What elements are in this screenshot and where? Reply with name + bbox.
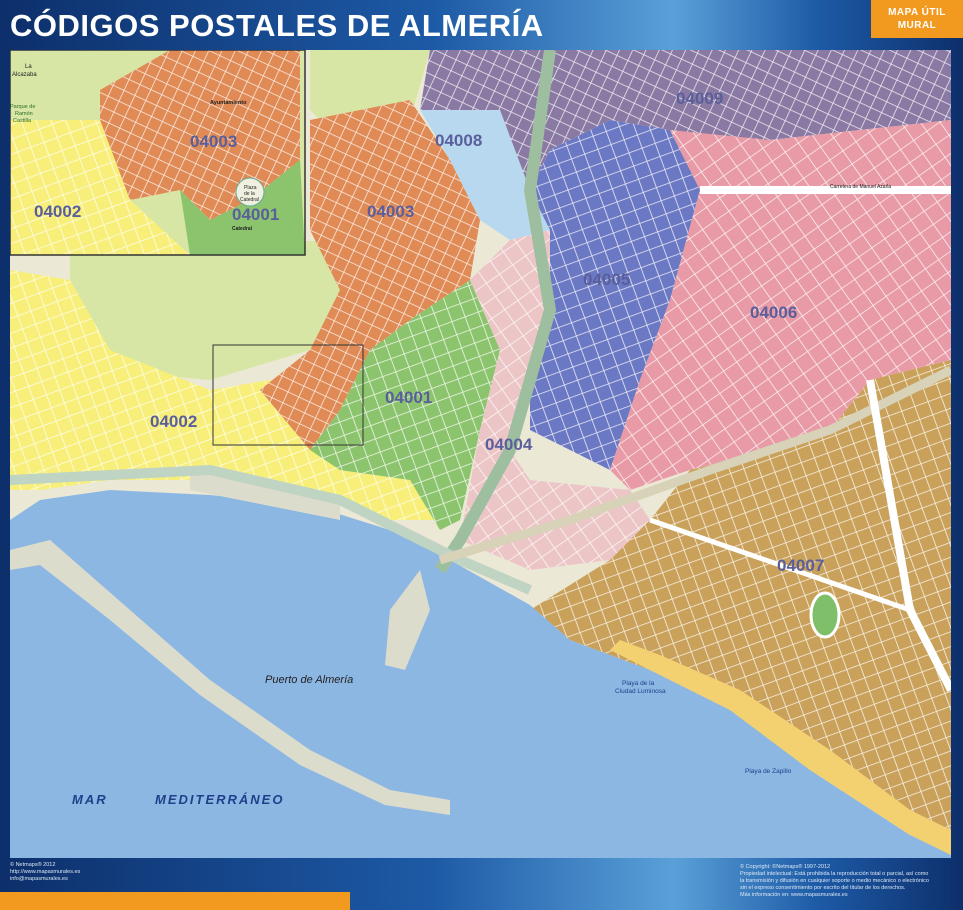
- label-puerto: Puerto de Almería: [265, 674, 353, 686]
- label-plaza-3: Catedral: [240, 197, 259, 203]
- orange-bar: [0, 892, 350, 910]
- inset-label-04003: 04003: [190, 132, 237, 151]
- label-04001: 04001: [385, 388, 432, 407]
- label-playa-ciudad-1: Playa de la: [622, 680, 655, 687]
- label-plaza-1: Plaza: [244, 185, 257, 191]
- label-mar: MAR: [72, 792, 108, 807]
- label-catedral: Catedral: [232, 226, 253, 232]
- label-alcazaba-1: La: [25, 64, 32, 70]
- zone-04008[interactable]: [420, 110, 550, 240]
- city-map[interactable]: 04003 04002 04001 04008 04009 04003 0400…: [10, 50, 951, 858]
- label-playa-zapillo: Playa de Zapillo: [745, 768, 792, 775]
- footer-left-line2[interactable]: http://www.mapasmurales.es: [10, 869, 81, 875]
- inset-label-04001: 04001: [232, 205, 279, 224]
- zone-04005-streets: [530, 120, 700, 470]
- rambla-avenue: [435, 50, 557, 574]
- label-04007: 04007: [777, 556, 824, 575]
- label-04009: 04009: [676, 89, 723, 108]
- footer-left-line1: © Netmaps® 2012: [10, 862, 56, 868]
- zone-04007-streets: [530, 360, 951, 858]
- footer-right-line2: Propiedad intelectual: Está prohibida la…: [740, 871, 929, 877]
- label-plaza-2: de la: [244, 191, 255, 197]
- footer: © Netmaps® 2012 http://www.mapasmurales.…: [0, 858, 963, 910]
- stadium-icon: [809, 591, 841, 639]
- map-area[interactable]: 04003 04002 04001 04008 04009 04003 0400…: [10, 50, 951, 858]
- footer-right-line3: la transmisión y difusión en cualquier s…: [740, 878, 929, 884]
- zone-04009-streets: [420, 50, 951, 190]
- footer-right: © Copyright: ©Netmaps® 1997-2012 Propied…: [740, 864, 955, 899]
- label-04005: 04005: [583, 270, 630, 289]
- label-alcazaba-2: Alcazaba: [12, 72, 37, 78]
- label-carretera: Carretera de Manuel Azaña: [830, 184, 891, 190]
- footer-right-line5[interactable]: Más información en: www.mapasmurales.es: [740, 892, 848, 898]
- label-playa-ciudad-2: Ciudad Luminosa: [615, 688, 666, 695]
- inset-label-04002: 04002: [34, 202, 81, 221]
- footer-right-line4: sin el expreso consentimiento por escrit…: [740, 885, 906, 891]
- zapillo-avenue: [649, 517, 911, 613]
- zone-04006-streets: [610, 120, 951, 490]
- port-dock: [385, 570, 430, 670]
- zone-04001-streets: [310, 280, 500, 530]
- plaza-catedral-marker: [235, 177, 265, 207]
- label-04003: 04003: [367, 202, 414, 221]
- brand-badge[interactable]: MAPA ÚTIL MURAL: [871, 0, 963, 38]
- label-04004: 04004: [485, 435, 533, 454]
- badge-line1: MAPA ÚTIL: [888, 7, 946, 18]
- inset-zone-04002-streets: [10, 120, 190, 255]
- footer-left: © Netmaps® 2012 http://www.mapasmurales.…: [10, 862, 80, 883]
- sea: [10, 490, 951, 858]
- badge-line2: MURAL: [897, 20, 937, 31]
- beach: [610, 640, 951, 855]
- label-04002: 04002: [150, 412, 197, 431]
- zone-04004-streets: [460, 230, 650, 570]
- port-quay: [190, 470, 340, 520]
- inset-zone-04001[interactable]: [180, 160, 305, 255]
- carretera-ronda: [438, 365, 951, 565]
- zone-04003-streets: [260, 100, 480, 450]
- label-ayuntamiento: Ayuntamiento: [210, 100, 247, 106]
- inset-marker: [212, 344, 364, 446]
- port-breakwater: [10, 540, 450, 815]
- label-parque-2: Ramón: [15, 111, 33, 117]
- footer-right-line1: © Copyright: ©Netmaps® 1997-2012: [740, 864, 831, 870]
- inset-border: [10, 50, 306, 256]
- label-04008: 04008: [435, 131, 482, 150]
- inset-map[interactable]: [10, 50, 306, 256]
- label-mediterraneo: MEDITERRÁNEO: [155, 792, 284, 807]
- label-04006: 04006: [750, 303, 797, 322]
- footer-left-line3[interactable]: info@mapasmurales.es: [10, 876, 68, 882]
- page-title: CÓDIGOS POSTALES DE ALMERÍA: [10, 8, 544, 43]
- label-parque-3: Castilla: [13, 118, 32, 124]
- paseo-maritimo: [10, 464, 532, 595]
- label-parque-1: Parque de: [10, 104, 35, 110]
